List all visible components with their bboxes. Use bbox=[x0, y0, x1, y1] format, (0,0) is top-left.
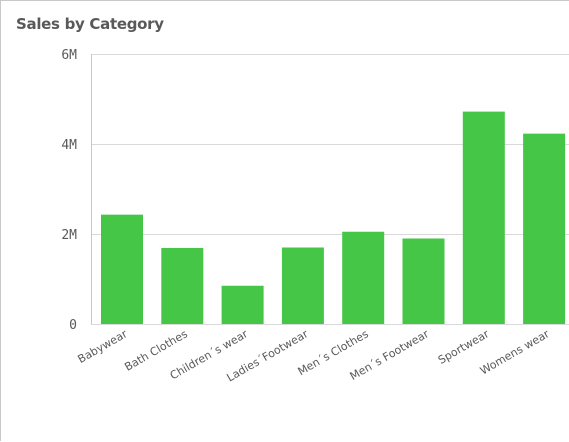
bar[interactable] bbox=[281, 247, 324, 325]
bar[interactable] bbox=[462, 111, 505, 324]
bar[interactable] bbox=[161, 247, 204, 324]
bar[interactable] bbox=[221, 285, 264, 324]
bar[interactable] bbox=[101, 214, 143, 324]
bar[interactable] bbox=[342, 231, 385, 324]
y-tick-label: 2M bbox=[61, 228, 77, 243]
x-tick-label: Sportwear bbox=[436, 327, 492, 367]
bars[interactable] bbox=[101, 111, 566, 325]
chart-title: Sales by Category bbox=[16, 15, 164, 33]
y-tick-label: 4M bbox=[61, 138, 77, 153]
y-tick-label: 6M bbox=[61, 48, 77, 63]
bar[interactable] bbox=[402, 238, 445, 325]
bar[interactable] bbox=[523, 133, 566, 324]
y-tick-label: 0 bbox=[69, 318, 77, 333]
y-axis-ticks: 0 2M 4M 6M bbox=[61, 48, 77, 333]
x-tick-label: Babywear bbox=[76, 327, 130, 366]
